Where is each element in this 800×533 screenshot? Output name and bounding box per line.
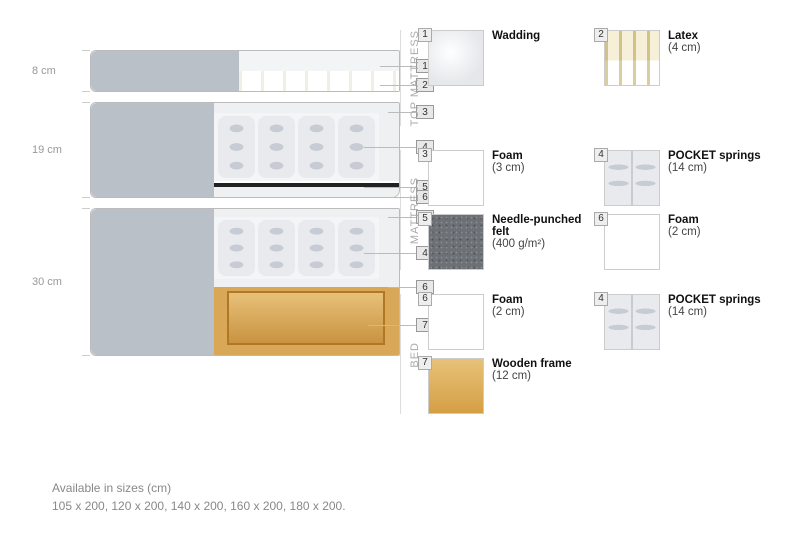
swatch-icon — [428, 30, 484, 86]
legend-item-name: POCKET springs — [668, 150, 762, 162]
height-label: 8 cm — [40, 50, 90, 92]
legend-item-detail: (12 cm) — [492, 370, 586, 382]
cross-section-diagram: 8 cm 12 19 cm — [0, 0, 400, 533]
height-label: 19 cm — [40, 102, 90, 198]
legend-item: 2Latex(4 cm) — [604, 30, 762, 126]
diagram-row-mattress: 19 cm 3456 — [40, 102, 400, 198]
legend-panel: TOP MATTRESS1Wadding2Latex(4 cm)MATTRESS… — [400, 0, 800, 533]
sizes-title: Available in sizes (cm) — [52, 479, 346, 497]
legend-item-number: 3 — [418, 148, 432, 162]
sizes-list: 105 x 200, 120 x 200, 140 x 200, 160 x 2… — [52, 497, 346, 515]
legend-item-detail: (2 cm) — [668, 226, 762, 238]
callout-line — [388, 287, 416, 288]
diagram-row-top-mattress: 8 cm 12 — [40, 50, 400, 92]
legend-item: 4POCKET springs(14 cm) — [604, 294, 762, 350]
legend-item: 6Foam(2 cm) — [428, 294, 586, 350]
diagram-row-bed: 30 cm 6467 — [40, 208, 400, 356]
legend-item: 6Foam(2 cm) — [604, 214, 762, 270]
legend-item-name: Wadding — [492, 30, 586, 42]
swatch-icon — [604, 214, 660, 270]
legend-item-name: Foam — [492, 150, 586, 162]
legend-item-number: 6 — [594, 212, 608, 226]
bed-box — [90, 208, 400, 356]
legend-item-name: Foam — [492, 294, 586, 306]
top-mattress-box — [90, 50, 400, 92]
swatch-icon — [428, 150, 484, 206]
legend-item-detail: (14 cm) — [668, 162, 762, 174]
mattress-box — [90, 102, 400, 198]
callout-line — [364, 147, 416, 148]
legend-item: 3Foam(3 cm) — [428, 150, 586, 206]
legend-item-number: 6 — [418, 292, 432, 306]
legend-item-detail: (400 g/m²) — [492, 238, 586, 250]
legend-item-detail: (2 cm) — [492, 306, 586, 318]
legend-item-number: 1 — [418, 28, 432, 42]
legend-item: 7Wooden frame(12 cm) — [428, 358, 586, 414]
legend-item: 1Wadding — [428, 30, 586, 126]
legend-section: TOP MATTRESS1Wadding2Latex(4 cm) — [400, 30, 780, 126]
swatch-icon — [428, 214, 484, 270]
swatch-icon — [604, 150, 660, 206]
callout-line — [368, 325, 416, 326]
legend-item: 4POCKET springs(14 cm) — [604, 150, 762, 206]
legend-item-name: Latex — [668, 30, 762, 42]
swatch-icon — [428, 294, 484, 350]
legend-item-detail: (4 cm) — [668, 42, 762, 54]
height-value: 19 cm — [32, 144, 62, 156]
swatch-icon — [604, 294, 660, 350]
legend-item-number: 4 — [594, 292, 608, 306]
callout-line — [364, 253, 416, 254]
legend-item-name: POCKET springs — [668, 294, 762, 306]
height-label: 30 cm — [40, 208, 90, 356]
legend-item-detail: (14 cm) — [668, 306, 762, 318]
legend-item: 5Needle-punched felt(400 g/m²) — [428, 214, 586, 270]
legend-item-detail: (3 cm) — [492, 162, 586, 174]
height-value: 8 cm — [32, 65, 56, 77]
height-value: 30 cm — [32, 276, 62, 288]
legend-item-name: Wooden frame — [492, 358, 586, 370]
legend-item-name: Foam — [668, 214, 762, 226]
legend-section: BED6Foam(2 cm)4POCKET springs(14 cm)7Woo… — [400, 294, 780, 414]
legend-item-number: 7 — [418, 356, 432, 370]
legend-item-number: 2 — [594, 28, 608, 42]
legend-item-number: 5 — [418, 212, 432, 226]
swatch-icon — [604, 30, 660, 86]
sizes-note: Available in sizes (cm) 105 x 200, 120 x… — [52, 479, 346, 515]
swatch-icon — [428, 358, 484, 414]
legend-item-number: 4 — [594, 148, 608, 162]
legend-item-name: Needle-punched felt — [492, 214, 586, 238]
legend-section: MATTRESS3Foam(3 cm)4POCKET springs(14 cm… — [400, 150, 780, 270]
